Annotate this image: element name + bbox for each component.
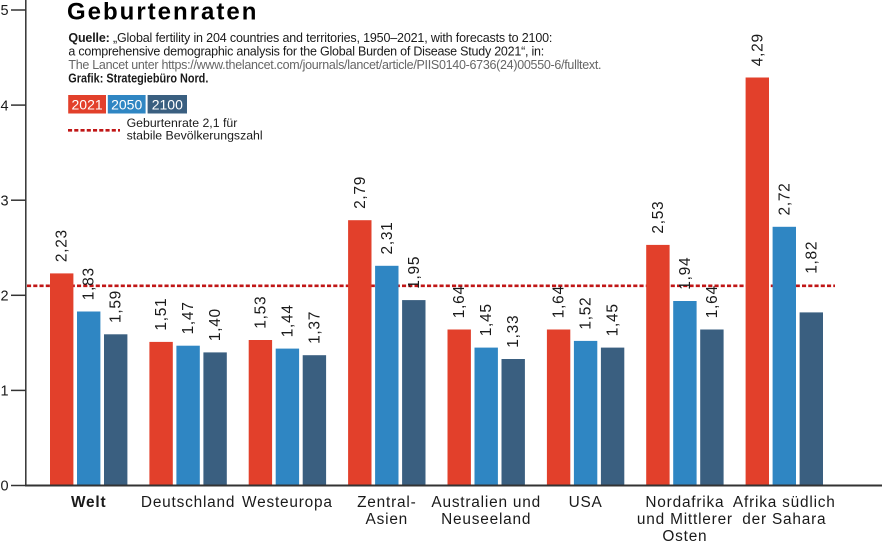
svg-text:1,47: 1,47 [180,301,197,334]
svg-text:1,45: 1,45 [605,303,622,336]
svg-text:a comprehensive demographic an: a comprehensive demographic analysis for… [68,45,544,59]
svg-text:stabile Bevölkerungszahl: stabile Bevölkerungszahl [127,129,263,143]
svg-text:Welt: Welt [71,494,106,511]
svg-text:2,23: 2,23 [54,229,71,262]
svg-text:Afrika südlich: Afrika südlich [733,494,836,511]
svg-text:2,31: 2,31 [379,222,396,255]
svg-text:2050: 2050 [111,96,142,112]
svg-text:1,59: 1,59 [108,290,125,323]
svg-text:1,52: 1,52 [578,297,595,330]
svg-text:4,29: 4,29 [749,33,766,66]
svg-text:2,79: 2,79 [352,176,369,209]
svg-text:2021: 2021 [72,96,103,112]
svg-text:1,51: 1,51 [153,298,170,331]
svg-text:1,64: 1,64 [704,285,721,318]
svg-text:2,53: 2,53 [650,201,667,234]
svg-text:1: 1 [1,384,9,400]
svg-text:Geburtenraten: Geburtenraten [67,0,258,25]
svg-text:Deutschland: Deutschland [141,494,235,511]
svg-text:1,83: 1,83 [81,267,98,300]
svg-text:1,37: 1,37 [306,311,323,344]
svg-text:3: 3 [1,193,9,209]
svg-text:1,44: 1,44 [279,304,296,337]
svg-text:1,53: 1,53 [252,296,269,329]
svg-text:1,40: 1,40 [207,308,224,341]
svg-text:Osten: Osten [662,528,707,543]
svg-text:0: 0 [1,479,9,495]
svg-text:1,33: 1,33 [505,315,522,348]
svg-text:Neuseeland: Neuseeland [441,511,531,528]
svg-text:2,72: 2,72 [776,183,793,216]
svg-text:The Lancet unter https://www.t: The Lancet unter https://www.thelancet.c… [68,58,601,72]
svg-text:5: 5 [1,3,9,19]
svg-text:1,45: 1,45 [478,303,495,336]
svg-text:Nordafrika: Nordafrika [645,494,724,511]
svg-text:1,64: 1,64 [451,285,468,318]
svg-text:Grafik: Strategiebüro Nord.: Grafik: Strategiebüro Nord. [68,72,208,86]
svg-text:1,82: 1,82 [803,241,820,274]
svg-text:Geburtenrate 2,1 für: Geburtenrate 2,1 für [127,116,238,130]
svg-text:1,95: 1,95 [406,256,423,289]
svg-text:4: 4 [1,98,9,114]
svg-text:Quelle: „Global fertility in 2: Quelle: „Global fertility in 204 countri… [68,31,552,45]
svg-text:Australien und: Australien und [431,494,541,511]
svg-text:1,94: 1,94 [677,257,694,290]
svg-text:und Mittlerer: und Mittlerer [637,511,733,528]
svg-text:Zentral-: Zentral- [357,494,416,511]
svg-text:der Sahara: der Sahara [742,511,826,528]
svg-text:Westeuropa: Westeuropa [242,494,333,511]
svg-text:2100: 2100 [152,96,183,112]
svg-text:2: 2 [1,289,9,305]
svg-text:USA: USA [569,494,603,511]
svg-text:1,64: 1,64 [551,285,568,318]
svg-text:Asien: Asien [366,511,409,528]
